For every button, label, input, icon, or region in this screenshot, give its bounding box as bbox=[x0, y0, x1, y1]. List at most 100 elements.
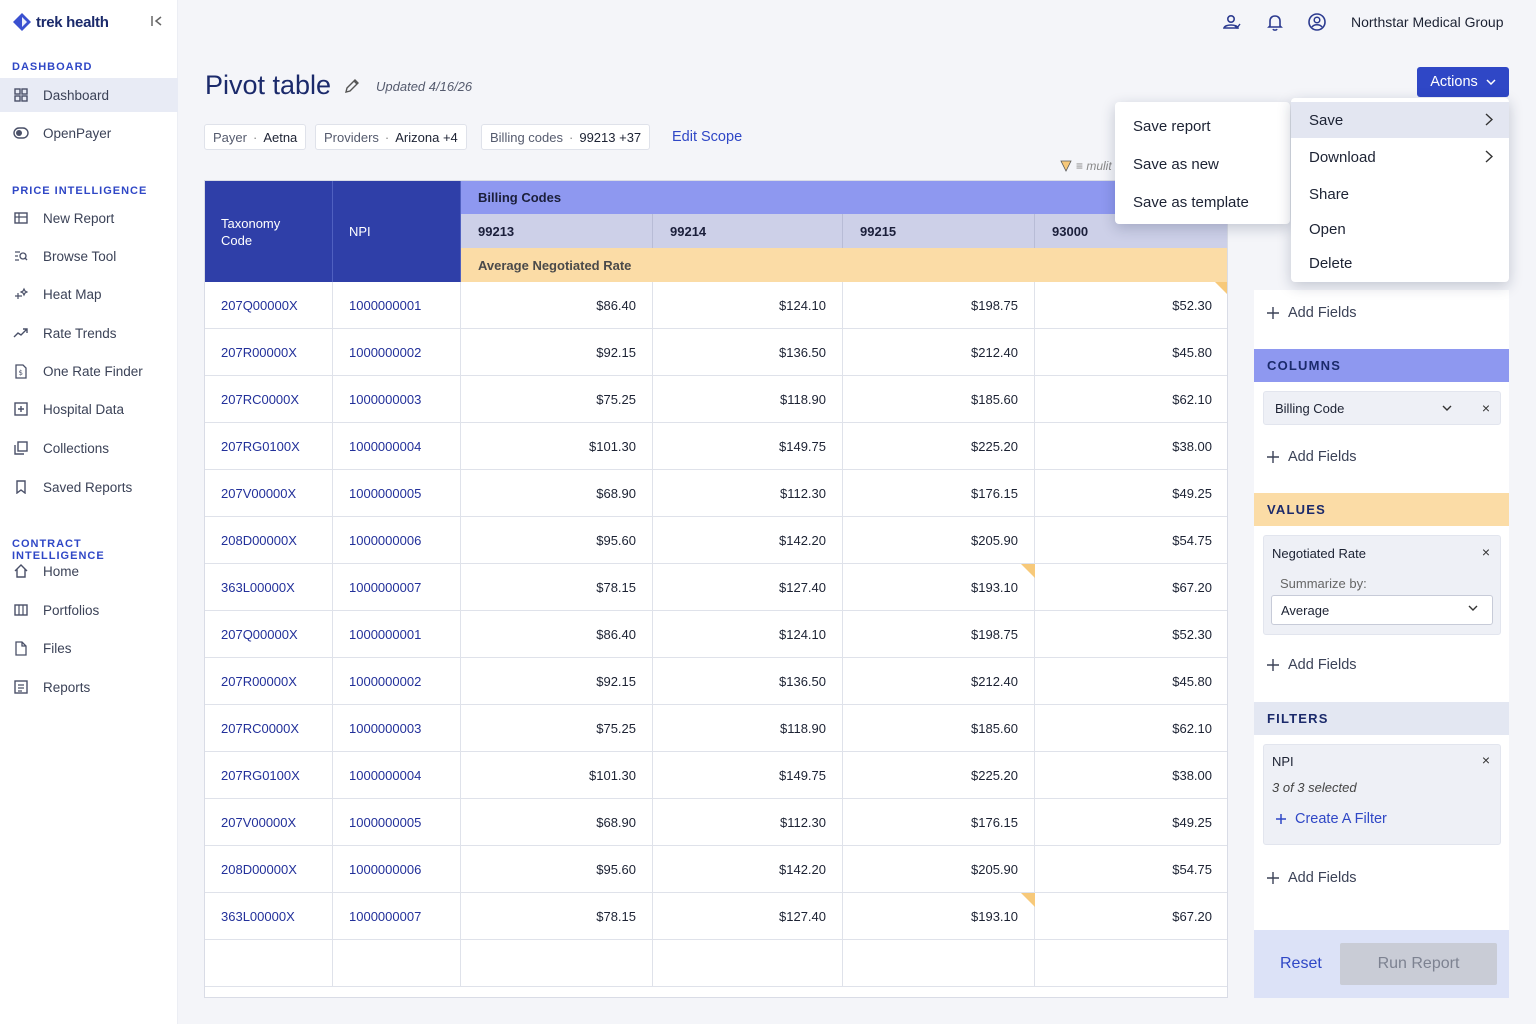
rate-cell: $68.90 bbox=[461, 799, 653, 846]
columns-field-card[interactable]: Billing Code × bbox=[1263, 391, 1501, 425]
taxonomy-cell[interactable]: 208D00000X bbox=[205, 846, 333, 893]
svg-text:$: $ bbox=[19, 369, 23, 377]
col-header-taxonomy[interactable]: Taxonomy Code bbox=[205, 181, 333, 282]
actions-button[interactable]: Actions bbox=[1417, 67, 1509, 97]
chip-value: 99213 +37 bbox=[579, 129, 642, 145]
rate-cell: $45.80 bbox=[1035, 658, 1227, 705]
taxonomy-cell[interactable]: 363L00000X bbox=[205, 893, 333, 940]
close-icon[interactable]: × bbox=[1481, 752, 1490, 768]
users-icon[interactable] bbox=[1221, 12, 1241, 32]
user-circle-icon[interactable] bbox=[1307, 12, 1327, 32]
npi-cell[interactable]: 1000000004 bbox=[333, 423, 461, 470]
npi-cell[interactable]: 1000000003 bbox=[333, 705, 461, 752]
add-fields-columns[interactable]: Add Fields bbox=[1266, 449, 1357, 465]
sidebar-item-heat-map[interactable]: Heat Map bbox=[0, 277, 178, 311]
reset-button[interactable]: Reset bbox=[1280, 955, 1322, 972]
taxonomy-cell[interactable]: 207RG0100X bbox=[205, 752, 333, 799]
sidebar-item-collections[interactable]: Collections bbox=[0, 431, 178, 465]
create-filter-link[interactable]: Create A Filter bbox=[1275, 811, 1387, 827]
sidebar-item-rate-trends[interactable]: Rate Trends bbox=[0, 316, 178, 350]
menu-item-download[interactable]: Download bbox=[1291, 139, 1509, 175]
scope-chip-payer[interactable]: Payer · Aetna bbox=[204, 124, 307, 150]
sidebar-item-portfolios[interactable]: Portfolios bbox=[0, 593, 178, 627]
sidebar-item-one-rate-finder[interactable]: $ One Rate Finder bbox=[0, 354, 178, 388]
rate-cell: $185.60 bbox=[843, 705, 1035, 752]
code-header[interactable]: 99215 bbox=[843, 214, 1035, 248]
taxonomy-cell[interactable]: 207RC0000X bbox=[205, 376, 333, 423]
add-fields-rows[interactable]: Add Fields bbox=[1266, 305, 1357, 321]
chevron-down-icon bbox=[1486, 79, 1496, 85]
col-header-npi[interactable]: NPI bbox=[333, 181, 461, 282]
close-icon[interactable]: × bbox=[1481, 544, 1490, 560]
chip-value: Aetna bbox=[263, 129, 298, 145]
menu-item-delete[interactable]: Delete bbox=[1309, 254, 1353, 272]
brand-logo[interactable]: trek health bbox=[12, 12, 109, 32]
sidebar-item-browse-tool[interactable]: Browse Tool bbox=[0, 239, 178, 273]
pencil-icon[interactable] bbox=[344, 78, 360, 94]
rate-cell: $124.10 bbox=[653, 282, 843, 329]
add-fields-filters[interactable]: Add Fields bbox=[1266, 870, 1357, 886]
menu-item-share[interactable]: Share bbox=[1309, 185, 1350, 203]
npi-cell[interactable]: 1000000006 bbox=[333, 517, 461, 564]
edit-scope-link[interactable]: Edit Scope bbox=[672, 129, 743, 145]
rate-cell: $112.30 bbox=[653, 470, 843, 517]
sidebar-item-new-report[interactable]: New Report bbox=[0, 201, 178, 235]
taxonomy-cell[interactable]: 207V00000X bbox=[205, 799, 333, 846]
taxonomy-cell[interactable]: 207Q00000X bbox=[205, 282, 333, 329]
sidebar-item-saved-reports[interactable]: Saved Reports bbox=[0, 470, 178, 504]
flag-corner-marker[interactable] bbox=[1021, 893, 1035, 907]
scope-chip-providers[interactable]: Providers · Arizona +4 bbox=[315, 124, 467, 150]
sidebar-item-reports[interactable]: Reports bbox=[0, 670, 178, 704]
menu-item-open[interactable]: Open bbox=[1309, 220, 1346, 238]
menu-item-save[interactable]: Save bbox=[1291, 102, 1509, 138]
document-dollar-icon: $ bbox=[13, 363, 29, 379]
taxonomy-cell[interactable]: 207RG0100X bbox=[205, 423, 333, 470]
flag-corner-marker[interactable] bbox=[1215, 282, 1227, 296]
chip-label: Billing codes bbox=[490, 129, 563, 145]
add-fields-values[interactable]: Add Fields bbox=[1266, 657, 1357, 673]
run-report-button[interactable]: Run Report bbox=[1340, 943, 1497, 985]
bell-icon[interactable] bbox=[1265, 12, 1285, 32]
menu-item-save-as-template[interactable]: Save as template bbox=[1133, 193, 1249, 211]
taxonomy-cell[interactable]: 207Q00000X bbox=[205, 611, 333, 658]
rate-cell: $185.60 bbox=[843, 376, 1035, 423]
chevron-down-icon[interactable] bbox=[1442, 405, 1452, 411]
scope-chip-billing-codes[interactable]: Billing codes · 99213 +37 bbox=[481, 124, 651, 150]
taxonomy-cell[interactable]: 363L00000X bbox=[205, 564, 333, 611]
sidebar-item-hospital-data[interactable]: Hospital Data bbox=[0, 392, 178, 426]
empty-cell bbox=[333, 940, 461, 987]
toggle-icon bbox=[13, 125, 29, 141]
npi-cell[interactable]: 1000000006 bbox=[333, 846, 461, 893]
collapse-sidebar-icon[interactable] bbox=[150, 14, 164, 28]
npi-cell[interactable]: 1000000002 bbox=[333, 329, 461, 376]
npi-cell[interactable]: 1000000002 bbox=[333, 658, 461, 705]
npi-cell[interactable]: 1000000003 bbox=[333, 376, 461, 423]
taxonomy-cell[interactable]: 208D00000X bbox=[205, 517, 333, 564]
npi-cell[interactable]: 1000000004 bbox=[333, 752, 461, 799]
taxonomy-cell[interactable]: 207R00000X bbox=[205, 658, 333, 705]
org-name[interactable]: Northstar Medical Group bbox=[1351, 14, 1504, 30]
menu-item-save-as-new[interactable]: Save as new bbox=[1133, 155, 1219, 173]
close-icon[interactable]: × bbox=[1481, 400, 1490, 416]
sidebar-item-home[interactable]: Home bbox=[0, 554, 178, 588]
sidebar-item-files[interactable]: Files bbox=[0, 631, 178, 665]
npi-cell[interactable]: 1000000001 bbox=[333, 611, 461, 658]
sidebar-item-dashboard[interactable]: Dashboard bbox=[0, 78, 178, 112]
npi-cell[interactable]: 1000000005 bbox=[333, 470, 461, 517]
menu-item-save-report[interactable]: Save report bbox=[1133, 117, 1211, 135]
npi-cell[interactable]: 1000000001 bbox=[333, 282, 461, 329]
taxonomy-cell[interactable]: 207RC0000X bbox=[205, 705, 333, 752]
summarize-select[interactable]: Average bbox=[1271, 595, 1493, 625]
npi-cell[interactable]: 1000000007 bbox=[333, 564, 461, 611]
taxonomy-cell[interactable]: 207R00000X bbox=[205, 329, 333, 376]
code-header[interactable]: 99214 bbox=[653, 214, 843, 248]
taxonomy-cell[interactable]: 207V00000X bbox=[205, 470, 333, 517]
npi-cell[interactable]: 1000000005 bbox=[333, 799, 461, 846]
npi-cell[interactable]: 1000000007 bbox=[333, 893, 461, 940]
flag-corner-marker[interactable] bbox=[1021, 564, 1035, 578]
rate-cell: $212.40 bbox=[843, 658, 1035, 705]
updated-timestamp: Updated 4/16/26 bbox=[376, 79, 473, 94]
sidebar-item-openpayer[interactable]: OpenPayer bbox=[0, 116, 178, 150]
rate-cell: $136.50 bbox=[653, 329, 843, 376]
code-header[interactable]: 99213 bbox=[461, 214, 653, 248]
